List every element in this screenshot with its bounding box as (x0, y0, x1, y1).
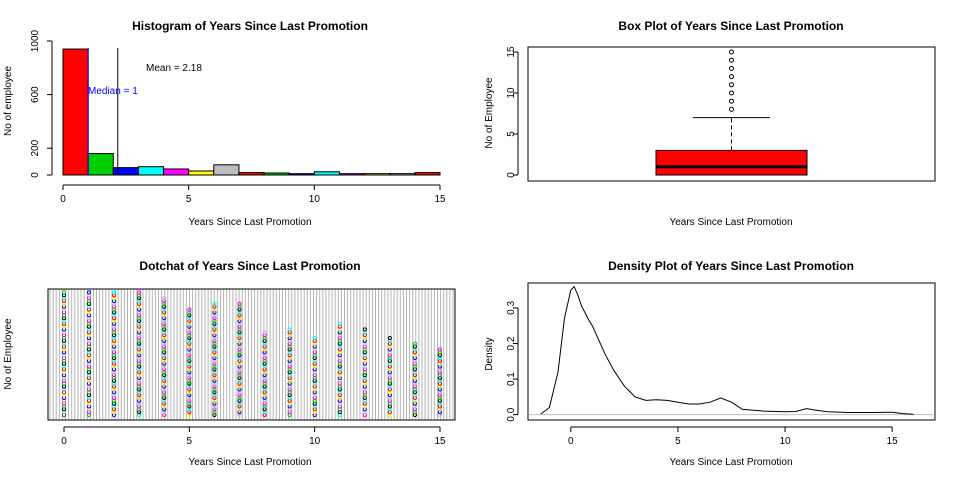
histogram-bar (62, 48, 89, 176)
dotchart-dot (61, 290, 67, 295)
dotchart-dot (437, 347, 443, 352)
density-panel: Density Plot of Years Since Last Promoti… (484, 259, 936, 468)
dotchart-dot (412, 341, 418, 346)
y-tick-label: 0.0 (506, 407, 517, 421)
histogram-bar (364, 173, 391, 176)
dotchart-dot (362, 327, 367, 332)
boxplot-x-label: Years Since Last Promotion (669, 217, 792, 228)
dotchart-dot (162, 296, 167, 301)
histogram-bar (414, 172, 441, 176)
y-tick-label: 0.3 (506, 301, 517, 315)
boxplot-y-label: No of Employee (484, 77, 495, 149)
y-tick-label: 200 (30, 139, 41, 156)
y-tick-label: 0.1 (506, 372, 517, 386)
x-tick-label: 15 (434, 436, 446, 447)
x-tick-label: 15 (887, 436, 899, 447)
histogram-bars (62, 48, 441, 176)
y-tick-label: 0 (30, 172, 41, 178)
histogram-bar (288, 173, 315, 176)
x-tick-label: 5 (675, 436, 681, 447)
histogram-bar (238, 172, 265, 176)
dotchart-y-label: No of Employee (3, 318, 14, 390)
dotchart-gridlines (49, 289, 454, 420)
x-tick-label: 10 (779, 436, 791, 447)
histogram-bar (188, 170, 215, 176)
density-y-label: Density (484, 337, 495, 370)
dotchart-dots (61, 290, 443, 418)
density-title: Density Plot of Years Since Last Promoti… (608, 259, 854, 273)
histogram-bar (263, 172, 290, 176)
histogram-bar (163, 168, 190, 176)
density-frame (527, 282, 936, 421)
boxplot-panel: Box Plot of Years Since Last Promotion Y… (484, 19, 936, 228)
box-outlier (729, 49, 734, 55)
histogram-panel: Histogram of Years Since Last Promotion … (3, 19, 446, 228)
y-tick-label: 1000 (30, 29, 41, 52)
x-tick-label: 0 (568, 436, 574, 447)
box-outlier (729, 65, 734, 71)
x-tick-label: 5 (187, 436, 193, 447)
box-outlier (729, 57, 734, 63)
density-curve (540, 285, 914, 415)
density-axes: 0 5 10 15 0.0 0.1 0.2 0.3 (506, 301, 898, 447)
histogram-x-label: Years Since Last Promotion (188, 217, 311, 228)
x-tick-label: 10 (309, 194, 321, 205)
y-tick-label: 0 (506, 172, 517, 178)
dotchart-x-label: Years Since Last Promotion (188, 457, 311, 468)
y-tick-label: 600 (30, 86, 41, 103)
dotchart-dot (237, 301, 242, 306)
box-outlier (729, 90, 734, 96)
histogram-axes: 0 5 10 15 0 200 600 1000 (30, 29, 446, 205)
boxplot-title: Box Plot of Years Since Last Promotion (618, 19, 843, 33)
dotchart-dot (137, 290, 142, 295)
histogram-bar (87, 153, 114, 176)
boxplot-body (655, 49, 808, 176)
box-outlier (729, 82, 734, 88)
dotchart-dot (112, 290, 117, 295)
dotchart-dot (287, 327, 292, 332)
box-outlier (729, 74, 734, 80)
dotchart-dot (387, 335, 392, 341)
histogram-bar (112, 167, 139, 176)
x-tick-label: 0 (61, 436, 67, 447)
histogram-bar (313, 171, 340, 176)
dotchart-axes: 0 5 10 15 (61, 426, 446, 447)
histogram-y-label: No of employee (3, 66, 14, 136)
dotchart-panel: Dotchat of Years Since Last Promotion Ye… (3, 259, 456, 468)
histogram-title: Histogram of Years Since Last Promotion (132, 19, 368, 33)
dotchart-title: Dotchat of Years Since Last Promotion (139, 259, 360, 273)
x-tick-label: 10 (309, 436, 321, 447)
y-tick-label: 5 (506, 131, 517, 137)
x-tick-label: 0 (60, 194, 66, 205)
dotchart-dot (212, 301, 217, 306)
box-outlier (729, 106, 734, 112)
x-tick-label: 15 (434, 194, 446, 205)
density-x-label: Years Since Last Promotion (669, 457, 792, 468)
histogram-bar (137, 166, 165, 176)
boxplot-frame (527, 46, 936, 182)
histogram-bar (213, 164, 240, 176)
y-tick-label: 0.2 (506, 336, 517, 350)
median-label: Median = 1 (88, 86, 138, 97)
dotchart-dot (86, 290, 92, 295)
box-outlier (729, 98, 734, 104)
boxplot-axes: 0 5 10 15 (506, 46, 519, 178)
histogram-bar (389, 173, 416, 176)
x-tick-label: 5 (186, 194, 192, 205)
y-tick-label: 10 (506, 87, 517, 99)
dotchart-dot (312, 335, 317, 341)
histogram-bar (338, 173, 366, 176)
dotchart-dot (187, 307, 192, 312)
box-iqr (655, 149, 808, 176)
dotchart-dot (337, 321, 342, 326)
dotchart-frame (47, 288, 456, 421)
dotchart-dot (262, 330, 267, 335)
mean-label: Mean = 2.18 (146, 63, 202, 74)
y-tick-label: 15 (506, 46, 517, 58)
